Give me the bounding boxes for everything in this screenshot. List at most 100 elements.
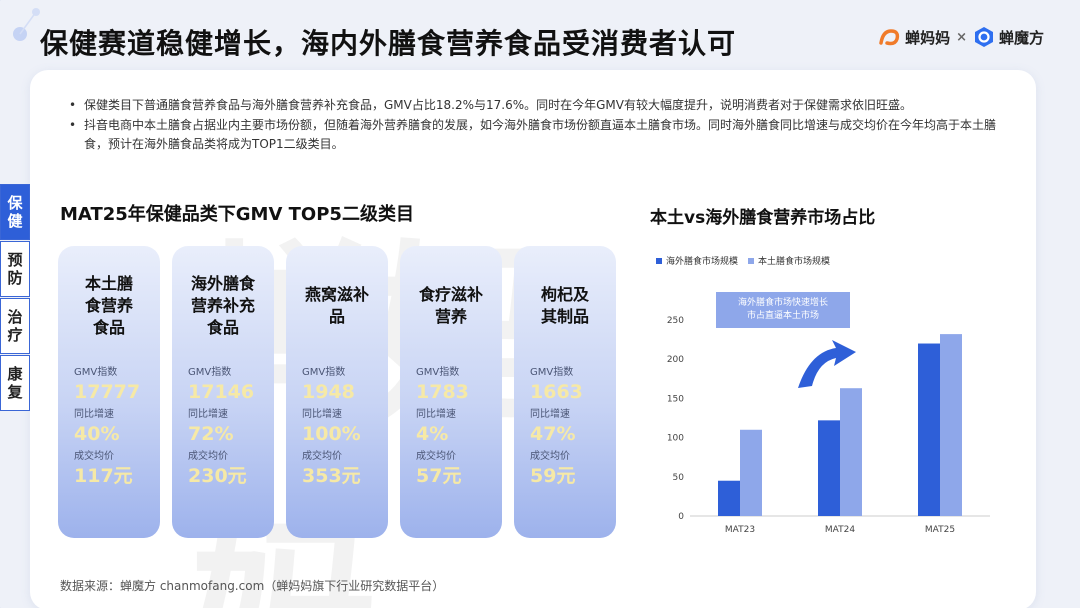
x-tick-label: MAT24 xyxy=(825,525,855,535)
gmv-index-metric: GMV指数 17146 xyxy=(188,366,264,404)
page-title: 保健赛道稳健增长，海内外膳食营养食品受消费者认可 xyxy=(40,27,737,60)
category-name: 食疗滋补 营养 xyxy=(410,260,492,352)
yoy-growth-metric: 同比增速 72% xyxy=(188,408,264,446)
avg-price-metric: 成交均价 353元 xyxy=(302,450,378,488)
avg-price-value: 117元 xyxy=(74,465,133,487)
avg-price-value: 230元 xyxy=(188,465,247,487)
yoy-growth-value: 100% xyxy=(302,423,361,445)
chart-legend: 海外膳食市场规模 本土膳食市场规模 xyxy=(656,254,830,267)
side-tab-char: 健 xyxy=(7,212,23,230)
gmv-index-metric: GMV指数 17777 xyxy=(74,366,150,404)
category-name-line: 枸杞及 xyxy=(540,285,589,304)
yoy-growth-label: 同比增速 xyxy=(74,409,114,420)
category-card: 枸杞及其制品 GMV指数 1663 同比增速 47% 成交均价 59元 xyxy=(514,246,616,538)
bullet-item: 抖音电商中本土膳食占据业内主要市场份额，但随着海外营养膳食的发展，如今海外膳食市… xyxy=(66,116,1016,154)
side-tab-3[interactable]: 康复 xyxy=(0,355,30,411)
category-name-line: 其制品 xyxy=(540,307,589,326)
legend-item-domestic: 本土膳食市场规模 xyxy=(748,254,830,267)
category-name: 燕窝滋补品 xyxy=(296,260,378,352)
right-section-title: 本土vs海外膳食营养市场占比 xyxy=(650,208,876,228)
category-name-line: 食营养 xyxy=(84,296,133,315)
gmv-index-metric: GMV指数 1663 xyxy=(530,366,606,404)
gmv-index-label: GMV指数 xyxy=(302,367,346,378)
avg-price-metric: 成交均价 57元 xyxy=(416,450,492,488)
legend-item-overseas: 海外膳食市场规模 xyxy=(656,254,738,267)
yoy-growth-metric: 同比增速 40% xyxy=(74,408,150,446)
brand-logos: 蝉妈妈 × 蝉魔方 xyxy=(879,26,1044,48)
data-source: 数据来源：蝉魔方 chanmofang.com（蝉妈妈旗下行业研究数据平台） xyxy=(60,579,445,593)
left-section-title: MAT25年保健品类下GMV TOP5二级类目 xyxy=(60,204,414,225)
side-tab-char: 治 xyxy=(7,308,23,326)
category-name-line: 食品 xyxy=(206,318,239,337)
chart-annotation: 海外膳食市场快速增长 市占直逼本土市场 xyxy=(716,292,850,328)
y-tick-label: 50 xyxy=(673,473,685,483)
bar-domestic-mat25 xyxy=(940,334,962,516)
growth-arrow-icon xyxy=(798,340,856,388)
side-tab-char: 预 xyxy=(7,251,23,269)
category-card: 食疗滋补 营养 GMV指数 1783 同比增速 4% 成交均价 57元 xyxy=(400,246,502,538)
decor-dots-icon xyxy=(13,8,40,41)
x-tick-label: MAT25 xyxy=(925,525,955,535)
brand1-name: 蝉妈妈 xyxy=(905,28,951,47)
avg-price-metric: 成交均价 59元 xyxy=(530,450,606,488)
x-tick-label: MAT23 xyxy=(725,525,755,535)
y-tick-label: 250 xyxy=(667,316,684,326)
side-tab-char: 疗 xyxy=(7,326,23,344)
bullet-item: 保健类目下普通膳食营养食品与海外膳食营养补充食品，GMV占比18.2%与17.6… xyxy=(66,96,1016,115)
category-name-line: 食品 xyxy=(92,318,125,337)
avg-price-label: 成交均价 xyxy=(74,451,114,462)
avg-price-value: 59元 xyxy=(530,465,576,487)
category-name: 枸杞及 其制品 xyxy=(524,260,606,352)
y-tick-label: 100 xyxy=(667,434,684,444)
gmv-index-value: 1948 xyxy=(302,381,355,403)
y-tick-label: 200 xyxy=(667,355,684,365)
category-name-line: 品 xyxy=(328,307,345,326)
bar-chart: 0 50 100 150 200 250 MAT23 MAT24 MAT25 xyxy=(667,316,990,535)
avg-price-label: 成交均价 xyxy=(416,451,456,462)
chanmofang-logo-icon xyxy=(974,27,993,47)
category-cards: 本土膳 食营养 食品 GMV指数 17777 同比增速 40% 成交均价 117元 海外膳食 营养补… xyxy=(58,246,616,538)
yoy-growth-metric: 同比增速 4% xyxy=(416,408,492,446)
category-name-line: 食疗滋补 xyxy=(418,285,483,304)
yoy-growth-metric: 同比增速 47% xyxy=(530,408,606,446)
bar-overseas-mat25 xyxy=(918,343,940,516)
category-name: 本土膳 食营养 食品 xyxy=(68,260,150,352)
side-tab-2[interactable]: 治疗 xyxy=(0,298,30,354)
yoy-growth-label: 同比增速 xyxy=(416,409,456,420)
category-card: 本土膳 食营养 食品 GMV指数 17777 同比增速 40% 成交均价 117元 xyxy=(58,246,160,538)
yoy-growth-label: 同比增速 xyxy=(188,409,228,420)
gmv-index-value: 1783 xyxy=(416,381,469,403)
side-tab-char: 复 xyxy=(7,383,23,401)
summary-bullets: 保健类目下普通膳食营养食品与海外膳食营养补充食品，GMV占比18.2%与17.6… xyxy=(66,96,1016,155)
side-tab-char: 康 xyxy=(7,365,23,383)
category-name-line: 燕窝滋补 xyxy=(304,285,369,304)
gmv-index-value: 1663 xyxy=(530,381,583,403)
avg-price-label: 成交均价 xyxy=(530,451,570,462)
yoy-growth-value: 4% xyxy=(416,423,449,445)
category-card: 海外膳食 营养补充 食品 GMV指数 17146 同比增速 72% 成交均价 230元 xyxy=(172,246,274,538)
side-tab-1[interactable]: 预防 xyxy=(0,241,30,297)
gmv-index-metric: GMV指数 1948 xyxy=(302,366,378,404)
avg-price-metric: 成交均价 117元 xyxy=(74,450,150,488)
avg-price-value: 57元 xyxy=(416,465,462,487)
gmv-index-value: 17777 xyxy=(74,381,141,403)
category-card: 燕窝滋补品 GMV指数 1948 同比增速 100% 成交均价 353元 xyxy=(286,246,388,538)
yoy-growth-value: 47% xyxy=(530,423,576,445)
brand-logo-chanmama: 蝉妈妈 xyxy=(879,27,950,48)
side-tab-0[interactable]: 保健 xyxy=(0,184,30,240)
gmv-index-value: 17146 xyxy=(188,381,255,403)
category-name: 海外膳食 营养补充 食品 xyxy=(182,260,264,352)
yoy-growth-metric: 同比增速 100% xyxy=(302,408,378,446)
avg-price-label: 成交均价 xyxy=(188,451,228,462)
legend-label-domestic: 本土膳食市场规模 xyxy=(758,257,831,267)
category-name-line: 营养 xyxy=(434,307,467,326)
side-tabs: 保健预防治疗康复 xyxy=(0,184,30,412)
bar-overseas-mat23 xyxy=(718,480,740,516)
legend-swatch-domestic xyxy=(748,257,755,264)
yoy-growth-label: 同比增速 xyxy=(302,409,342,420)
avg-price-value: 353元 xyxy=(302,465,361,487)
y-tick-label: 0 xyxy=(678,512,684,522)
yoy-growth-value: 72% xyxy=(188,423,234,445)
bar-domestic-mat23 xyxy=(740,429,762,516)
gmv-index-label: GMV指数 xyxy=(74,367,118,378)
